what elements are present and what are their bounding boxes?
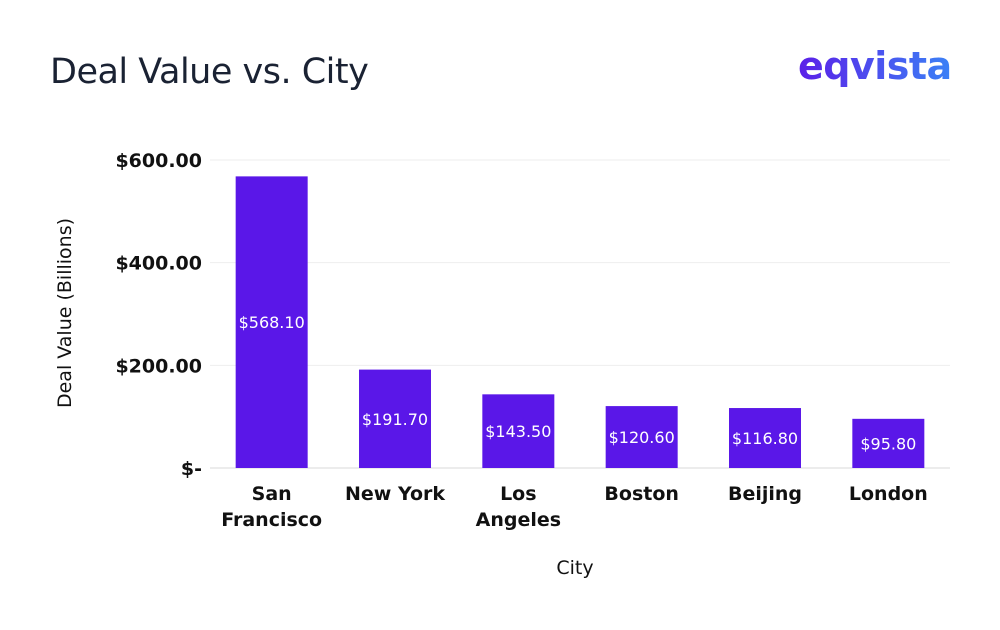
data-label: $95.80 [860,434,916,453]
data-label: $120.60 [609,428,675,447]
chart-title: Deal Value vs. City [50,52,369,92]
eqvista-logo: eqvista [798,44,952,88]
data-label: $191.70 [362,410,428,429]
x-tick-label: Angeles [476,509,561,531]
data-label: $568.10 [239,313,305,332]
data-label: $116.80 [732,429,798,448]
x-tick-label: San [252,483,292,505]
bar [235,176,308,468]
bar [359,369,431,468]
bar [482,394,555,468]
bar [729,408,801,468]
y-tick-label: $- [181,458,202,480]
x-axis-label: City [556,557,593,579]
bar [852,418,925,468]
x-tick-label: Francisco [221,509,322,531]
x-tick-label: New York [345,483,445,505]
y-axis-label: Deal Value (Billions) [54,218,76,408]
bar [605,406,678,468]
y-tick-label: $600.00 [115,150,202,172]
x-tick-label: Beijing [728,483,802,505]
y-tick-label: $200.00 [115,355,202,377]
x-tick-label: London [849,483,928,505]
x-tick-label: Boston [604,483,679,505]
y-tick-label: $400.00 [115,253,202,275]
data-label: $143.50 [485,422,551,441]
x-tick-label: Los [500,483,536,505]
